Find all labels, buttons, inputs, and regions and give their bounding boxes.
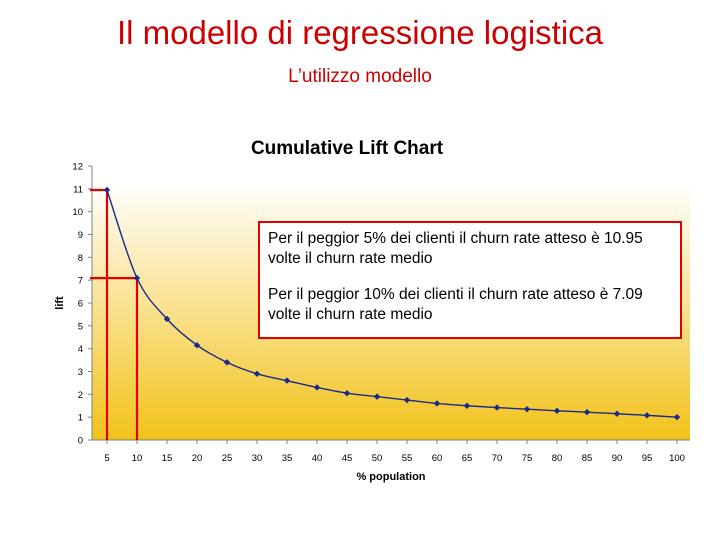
x-tick-label: 45 bbox=[342, 453, 353, 464]
x-axis-label: % population bbox=[356, 471, 425, 483]
data-point bbox=[253, 370, 261, 377]
data-point bbox=[133, 274, 141, 282]
x-tick-label: 25 bbox=[222, 453, 233, 464]
data-point bbox=[223, 359, 231, 366]
y-tick-label: 5 bbox=[78, 321, 83, 332]
data-point bbox=[103, 186, 111, 194]
data-point bbox=[673, 413, 681, 421]
x-tick-label: 20 bbox=[192, 453, 203, 464]
x-tick-label: 65 bbox=[462, 453, 473, 464]
data-point bbox=[583, 408, 591, 416]
x-tick-label: 55 bbox=[402, 453, 413, 464]
y-tick-label: 7 bbox=[78, 276, 83, 287]
x-tick-label: 30 bbox=[252, 453, 263, 464]
y-tick-label: 11 bbox=[73, 184, 83, 195]
slide-title: Il modello di regressione logistica bbox=[116, 14, 604, 51]
y-tick-label: 12 bbox=[72, 162, 83, 173]
data-point bbox=[493, 404, 501, 411]
data-point bbox=[163, 315, 171, 323]
y-tick-label: 10 bbox=[72, 207, 83, 218]
x-tick-label: 35 bbox=[282, 453, 293, 464]
y-tick-label: 3 bbox=[78, 367, 83, 378]
data-point bbox=[373, 393, 381, 400]
callout-text-10pct: Per il peggior 10% dei clienti il churn … bbox=[268, 286, 643, 323]
y-tick-label: 6 bbox=[78, 299, 83, 310]
x-tick-label: 70 bbox=[492, 453, 503, 464]
y-tick-label: 9 bbox=[78, 230, 83, 241]
slide-subtitle: L’utilizzo modello bbox=[288, 66, 432, 87]
x-tick-label: 50 bbox=[372, 453, 383, 464]
x-tick-label: 5 bbox=[104, 453, 109, 464]
y-tick-label: 2 bbox=[78, 390, 83, 401]
x-tick-label: 75 bbox=[522, 453, 533, 464]
x-tick-label: 80 bbox=[552, 453, 563, 464]
x-tick-label: 95 bbox=[642, 453, 653, 464]
x-tick-label: 85 bbox=[582, 453, 593, 464]
y-tick-label: 1 bbox=[78, 413, 83, 424]
data-point bbox=[283, 377, 291, 384]
data-point bbox=[313, 384, 321, 391]
data-point bbox=[343, 389, 351, 397]
y-axis-label: lift bbox=[54, 296, 66, 310]
data-point bbox=[193, 342, 201, 349]
callout-text-5pct: Per il peggior 5% dei clienti il churn r… bbox=[268, 230, 643, 267]
x-tick-label: 60 bbox=[432, 453, 443, 464]
data-point bbox=[463, 402, 471, 409]
callout-box: Per il peggior 5% dei clienti il churn r… bbox=[258, 221, 682, 339]
y-tick-label: 0 bbox=[78, 436, 83, 447]
data-point bbox=[523, 405, 531, 413]
data-point bbox=[613, 410, 621, 417]
y-tick-label: 8 bbox=[78, 253, 83, 264]
x-tick-label: 10 bbox=[132, 453, 143, 464]
data-point bbox=[553, 407, 561, 414]
x-tick-label: 15 bbox=[162, 453, 173, 464]
data-point bbox=[433, 400, 441, 407]
x-tick-label: 90 bbox=[612, 453, 623, 464]
data-point bbox=[403, 396, 411, 404]
y-tick-label: 4 bbox=[78, 344, 83, 355]
data-point bbox=[643, 412, 651, 419]
x-tick-label: 40 bbox=[312, 453, 323, 464]
chart-title: Cumulative Lift Chart bbox=[251, 138, 444, 159]
x-tick-label: 100 bbox=[669, 453, 685, 464]
